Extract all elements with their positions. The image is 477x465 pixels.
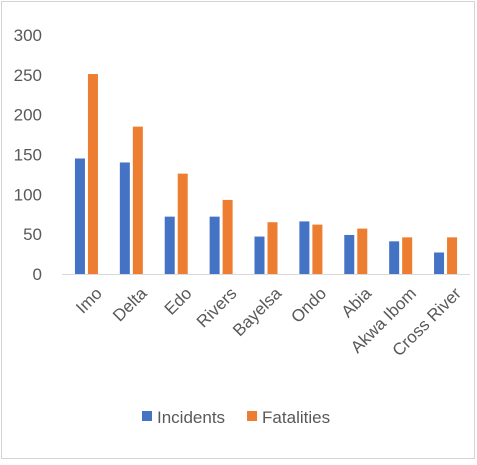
- y-tick-label: 300: [14, 26, 42, 45]
- bar-fatalities-edo: [177, 173, 188, 274]
- bar-fatalities-abia: [357, 228, 368, 274]
- bar-incidents-bayelsa: [254, 236, 265, 274]
- x-tick-label: Imo: [72, 284, 105, 317]
- y-tick-label: 200: [14, 106, 42, 125]
- legend: Incidents Fatalities: [142, 408, 330, 427]
- x-tick-label: Delta: [109, 283, 151, 325]
- y-tick-label: 0: [33, 265, 42, 284]
- legend-label-incidents: Incidents: [157, 408, 225, 427]
- x-tick-label: Abia: [338, 283, 376, 321]
- y-tick-label: 50: [23, 225, 42, 244]
- bar-fatalities-cross-river: [447, 237, 458, 274]
- chart-frame: 0 50 100 150 200 250 300 Imo Delta Edo Rivers Baye…: [1, 1, 475, 459]
- x-tick-label: Ondo: [287, 284, 330, 327]
- bar-fatalities-imo: [87, 74, 98, 274]
- bar-incidents-edo: [164, 216, 175, 274]
- bar-incidents-akwa-ibom: [389, 241, 400, 274]
- bar-fatalities-bayelsa: [267, 222, 278, 274]
- bar-fatalities-delta: [132, 126, 143, 274]
- legend-swatch-fatalities: [247, 411, 258, 421]
- x-tick-label: Bayelsa: [229, 283, 286, 340]
- bar-incidents-cross-river: [434, 252, 445, 274]
- bars: [74, 74, 458, 274]
- y-tick-label: 250: [14, 66, 42, 85]
- legend-label-fatalities: Fatalities: [262, 408, 330, 427]
- y-tick-label: 100: [14, 185, 42, 204]
- bar-incidents-delta: [119, 162, 130, 274]
- bar-fatalities-ondo: [312, 224, 323, 274]
- bar-incidents-abia: [344, 234, 355, 274]
- legend-swatch-incidents: [142, 411, 152, 421]
- bar-fatalities-rivers: [222, 199, 233, 274]
- bar-incidents-ondo: [299, 221, 310, 274]
- bar-incidents-imo: [74, 158, 85, 274]
- x-tick-label: Edo: [161, 284, 196, 319]
- y-tick-label: 150: [14, 146, 42, 165]
- bar-incidents-rivers: [209, 216, 220, 274]
- bar-fatalities-akwa-ibom: [402, 237, 413, 274]
- y-axis: 0 50 100 150 200 250 300: [14, 26, 42, 284]
